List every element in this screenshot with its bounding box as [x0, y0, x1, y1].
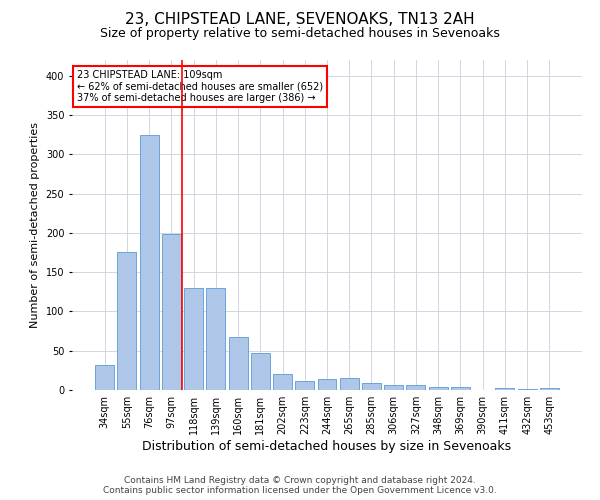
- Bar: [295, 382, 314, 390]
- Bar: [273, 374, 292, 390]
- Bar: [206, 288, 225, 390]
- Text: Contains HM Land Registry data © Crown copyright and database right 2024.
Contai: Contains HM Land Registry data © Crown c…: [103, 476, 497, 495]
- Bar: [251, 353, 270, 390]
- Bar: [184, 288, 203, 390]
- Text: Size of property relative to semi-detached houses in Sevenoaks: Size of property relative to semi-detach…: [100, 28, 500, 40]
- Bar: [496, 388, 514, 390]
- Text: 23, CHIPSTEAD LANE, SEVENOAKS, TN13 2AH: 23, CHIPSTEAD LANE, SEVENOAKS, TN13 2AH: [125, 12, 475, 28]
- Bar: [162, 234, 181, 390]
- Bar: [118, 252, 136, 390]
- Bar: [384, 384, 403, 390]
- Bar: [406, 386, 425, 390]
- Bar: [340, 378, 359, 390]
- Bar: [451, 387, 470, 390]
- Bar: [429, 387, 448, 390]
- Text: 23 CHIPSTEAD LANE: 109sqm
← 62% of semi-detached houses are smaller (652)
37% of: 23 CHIPSTEAD LANE: 109sqm ← 62% of semi-…: [77, 70, 323, 103]
- Bar: [95, 365, 114, 390]
- Bar: [540, 388, 559, 390]
- Y-axis label: Number of semi-detached properties: Number of semi-detached properties: [30, 122, 40, 328]
- Bar: [140, 134, 158, 390]
- Bar: [518, 389, 536, 390]
- Bar: [317, 379, 337, 390]
- X-axis label: Distribution of semi-detached houses by size in Sevenoaks: Distribution of semi-detached houses by …: [142, 440, 512, 453]
- Bar: [362, 383, 381, 390]
- Bar: [229, 338, 248, 390]
